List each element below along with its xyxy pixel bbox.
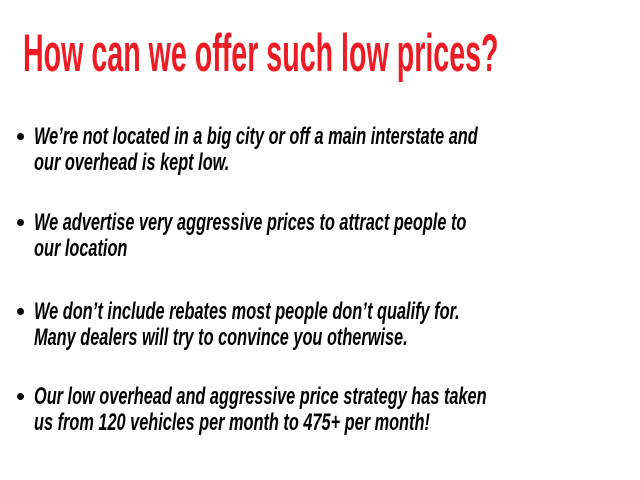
bullet-line: Many dealers will try to convince you ot…: [34, 324, 408, 351]
bullet-dot-icon: [17, 308, 24, 315]
bullet-dot-icon: [17, 393, 24, 400]
page-title: How can we offer such low prices?: [23, 24, 499, 83]
bullet-line: us from 120 vehicles per month to 475+ p…: [34, 409, 430, 436]
bullet-line: We don’t include rebates most people don…: [34, 298, 460, 325]
bullet-dot-icon: [17, 219, 24, 226]
bullet-line: We advertise very aggressive prices to a…: [34, 209, 467, 236]
bullet-line: We’re not located in a big city or off a…: [34, 123, 478, 150]
bullet-dot-icon: [17, 133, 24, 140]
bullet-line: our location: [34, 235, 128, 262]
bullet-line: Our low overhead and aggressive price st…: [34, 383, 487, 410]
bullet-line: our overhead is kept low.: [34, 149, 230, 176]
